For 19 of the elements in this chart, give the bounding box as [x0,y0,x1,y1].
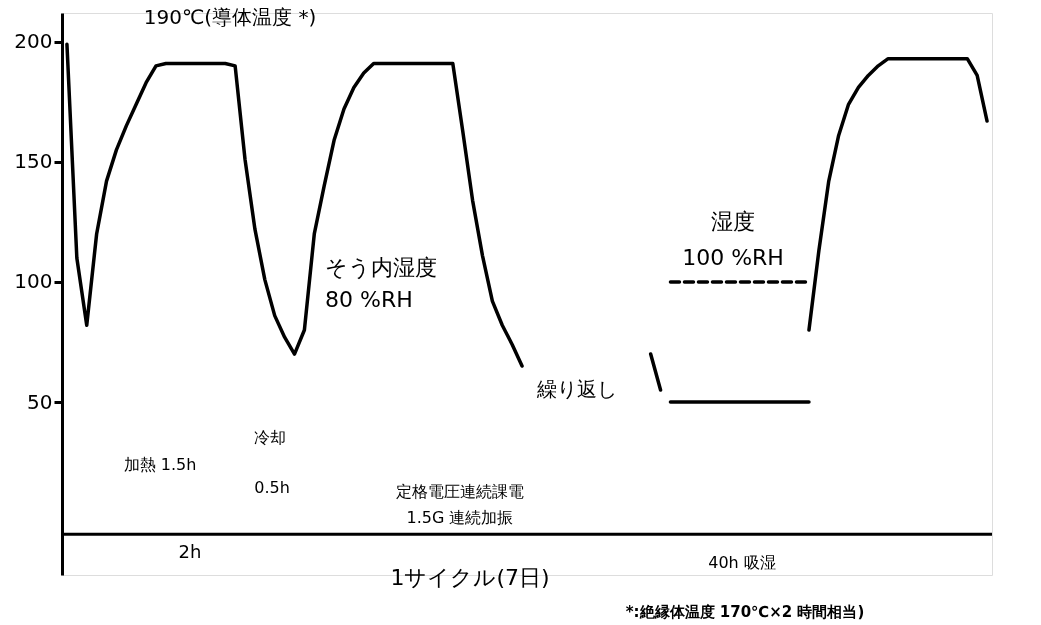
annotation: 100 %RH [682,245,784,270]
annotation: 湿度 [711,209,755,234]
annotation: 冷却 [254,428,286,447]
annotation: そう内湿度 [325,255,437,280]
annotation: 繰り返し [536,377,617,401]
annotation: 190℃(導体温度 *) [143,5,317,29]
y-tick-label: 200 [14,29,53,54]
y-tick-label: 100 [14,269,53,294]
annotation: 40h 吸湿 [708,553,776,572]
annotation: 定格電圧連続課電 [396,482,524,501]
y-tick-label: 50 [27,389,53,414]
y-tick-label: 150 [14,149,53,174]
annotation: 80 %RH [325,287,413,312]
annotation: 加熱 1.5h [123,455,197,474]
annotation: 1サイクル(7日) [390,565,550,590]
annotation: 1.5G 連続加振 [406,508,514,527]
text: *:絶縁体温度 170℃×2 時間相当) [625,603,865,621]
annotation: 2h [178,541,202,562]
annotation: 0.5h [254,478,290,497]
